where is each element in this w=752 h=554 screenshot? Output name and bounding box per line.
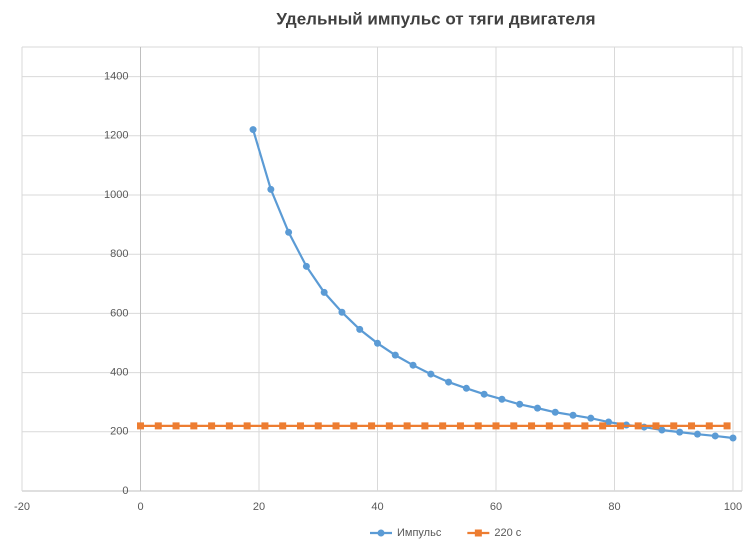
marker — [332, 422, 340, 430]
x-tick-label: 20 — [253, 501, 265, 513]
marker — [723, 422, 731, 430]
marker — [356, 325, 364, 333]
series-line — [252, 129, 734, 440]
marker — [693, 430, 701, 438]
y-tick-label: 1400 — [104, 71, 128, 83]
y-tick-label: 400 — [110, 367, 128, 379]
marker — [137, 422, 144, 430]
marker — [391, 351, 399, 359]
marker — [421, 422, 429, 430]
x-tick-label: -20 — [14, 501, 30, 513]
x-tick-label: 100 — [724, 501, 742, 513]
marker — [462, 384, 470, 392]
y-tick-label: 1000 — [104, 189, 128, 201]
marker — [545, 422, 553, 430]
marker — [688, 422, 696, 430]
marker — [338, 308, 346, 316]
marker — [267, 185, 275, 193]
marker — [456, 422, 464, 430]
marker — [634, 422, 642, 430]
marker — [569, 411, 577, 419]
marker — [498, 395, 506, 403]
marker — [551, 408, 559, 416]
marker — [208, 422, 216, 430]
marker — [658, 426, 666, 434]
plot-area — [137, 126, 737, 442]
marker — [439, 422, 447, 430]
marker — [225, 422, 233, 430]
marker — [711, 432, 719, 440]
marker — [427, 370, 435, 378]
marker — [581, 422, 589, 430]
marker — [302, 262, 310, 270]
marker — [409, 361, 417, 369]
marker — [599, 422, 607, 430]
marker — [285, 228, 293, 236]
legend-marker — [474, 529, 482, 537]
marker — [676, 428, 684, 436]
marker — [670, 422, 678, 430]
marker — [480, 390, 488, 398]
x-tick-label: 80 — [608, 501, 620, 513]
marker — [445, 378, 453, 386]
marker — [320, 288, 328, 296]
marker — [705, 422, 713, 430]
marker — [249, 126, 257, 134]
legend-marker — [377, 529, 385, 537]
marker — [563, 422, 571, 430]
marker — [154, 422, 162, 430]
marker — [243, 422, 251, 430]
marker — [516, 400, 524, 408]
marker — [374, 339, 381, 347]
y-tick-label: 200 — [110, 426, 128, 438]
marker — [492, 422, 500, 430]
y-tick-label: 1200 — [104, 130, 128, 142]
marker — [510, 422, 518, 430]
marker — [368, 422, 376, 430]
marker — [533, 404, 541, 412]
y-tick-label: 0 — [122, 485, 128, 497]
marker — [350, 422, 358, 430]
marker — [296, 422, 304, 430]
marker — [314, 422, 322, 430]
legend-label: 220 с — [494, 527, 521, 539]
x-tick-label: 40 — [371, 501, 383, 513]
marker — [729, 434, 737, 442]
x-tick-label: 0 — [137, 501, 143, 513]
marker — [474, 422, 482, 430]
marker — [652, 422, 660, 430]
y-tick-label: 800 — [110, 248, 128, 260]
marker — [190, 422, 198, 430]
marker — [261, 422, 269, 430]
marker — [528, 422, 536, 430]
marker — [587, 414, 595, 422]
marker — [385, 422, 393, 430]
legend-label: Импульс — [397, 527, 442, 539]
marker — [616, 422, 624, 430]
chart-title: Удельный импульс от тяги двигателя — [276, 9, 595, 28]
marker — [605, 418, 613, 426]
x-tick-label: 60 — [490, 501, 502, 513]
marker — [172, 422, 180, 430]
marker — [403, 422, 411, 430]
marker — [279, 422, 287, 430]
y-tick-label: 600 — [110, 307, 128, 319]
